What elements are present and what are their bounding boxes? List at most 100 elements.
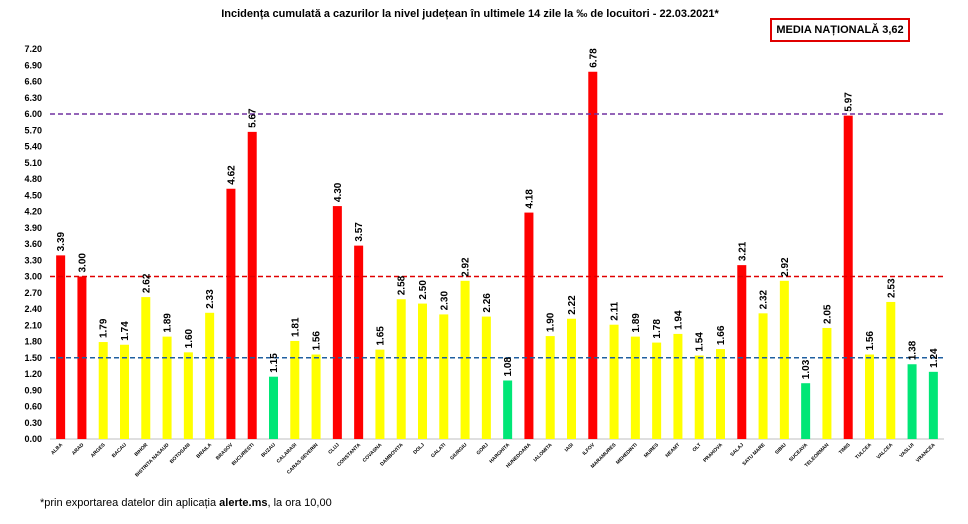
y-tick-label: 2.70: [24, 288, 42, 298]
x-tick-label: GALATI: [430, 442, 448, 460]
x-tick-label: VASLUI: [899, 442, 916, 459]
x-tick-label: BOTOSANI: [169, 442, 192, 465]
data-label: 1.08: [503, 357, 514, 377]
bar: [928, 371, 938, 439]
data-label: 2.32: [759, 289, 770, 309]
y-tick-label: 1.20: [24, 369, 42, 379]
data-label: 3.39: [56, 231, 67, 251]
footnote-prefix: *prin exportarea datelor din aplicația: [40, 497, 220, 509]
x-tick-label: VRANCEA: [915, 442, 937, 464]
data-label: 2.92: [461, 257, 472, 277]
data-label: 2.62: [141, 273, 152, 293]
bar: [205, 312, 215, 439]
data-label: 2.11: [610, 301, 621, 320]
bar: [290, 340, 300, 439]
bar: [737, 265, 747, 439]
bar: [77, 276, 87, 439]
y-tick-label: 1.80: [24, 337, 42, 347]
x-tick-label: IASI: [564, 442, 576, 454]
bar: [56, 255, 66, 439]
x-tick-label: ARGES: [90, 442, 107, 459]
y-tick-label: 3.90: [24, 223, 42, 233]
x-tick-label: GIURGIU: [449, 442, 469, 462]
bar: [269, 376, 278, 439]
bar: [694, 355, 704, 439]
y-tick-label: 6.00: [24, 109, 42, 119]
bar: [588, 71, 598, 439]
x-tick-label: ALBA: [50, 442, 64, 456]
data-label: 3.21: [737, 241, 748, 261]
data-label: 2.33: [205, 289, 216, 309]
data-label: 4.18: [524, 189, 535, 209]
national-average-box: MEDIA NAȚIONALĂ 3,62: [770, 18, 910, 42]
data-label: 2.05: [822, 304, 833, 324]
chart-title: Incidența cumulată a cazurilor la nivel …: [221, 8, 719, 20]
data-label: 1.81: [290, 317, 301, 337]
bar: [801, 383, 811, 439]
data-label: 1.90: [546, 312, 557, 332]
bar: [503, 380, 513, 439]
y-tick-label: 3.60: [24, 239, 42, 249]
bar: [439, 314, 449, 439]
x-tick-label: NEAMT: [665, 442, 682, 459]
y-tick-label: 5.70: [24, 125, 42, 135]
x-tick-label: DOLJ: [412, 442, 426, 456]
bar: [226, 188, 236, 439]
y-tick-label: 2.40: [24, 304, 42, 314]
bar: [822, 327, 832, 439]
y-tick-label: 4.50: [24, 190, 42, 200]
bar: [779, 280, 789, 439]
x-tick-label: MURES: [643, 442, 660, 459]
bar: [183, 352, 193, 439]
data-label: 2.22: [567, 295, 578, 315]
bar: [98, 342, 108, 439]
bar: [396, 299, 406, 439]
x-tick-label: IALOMITA: [533, 442, 554, 463]
y-tick-label: 6.60: [24, 77, 42, 87]
footnote-suffix: , la ora 10,00: [267, 497, 332, 509]
data-label: 4.30: [333, 182, 344, 202]
bar: [418, 303, 427, 439]
data-label: 5.97: [844, 92, 855, 112]
data-label: 6.78: [588, 48, 599, 68]
x-tick-label: GORJ: [476, 442, 490, 456]
data-label: 2.58: [397, 275, 408, 295]
data-label: 1.38: [908, 340, 919, 360]
footnote: *prin exportarea datelor din aplicația a…: [40, 497, 332, 509]
data-label: 1.24: [929, 348, 940, 368]
data-label: 2.50: [418, 280, 429, 300]
data-label: 1.15: [269, 353, 280, 373]
x-tick-label: MEHEDINTI: [615, 442, 639, 466]
bar: [630, 336, 640, 439]
x-tick-label: BRAILA: [195, 442, 213, 460]
y-tick-label: 7.20: [24, 44, 42, 54]
x-tick-label: BUZAU: [260, 442, 277, 459]
data-label: 4.62: [226, 165, 237, 185]
data-label: 2.30: [439, 291, 450, 311]
x-tick-label: ILFOV: [582, 442, 597, 457]
bar: [332, 206, 342, 439]
bar: [716, 349, 725, 439]
bar: [141, 297, 151, 439]
x-tick-label: DAMBOVITA: [379, 442, 405, 468]
bar: [609, 324, 619, 439]
y-tick-label: 3.00: [24, 272, 42, 282]
y-tick-label: 0.00: [24, 434, 42, 444]
y-tick-label: 0.30: [24, 418, 42, 428]
x-tick-label: SIBIU: [774, 442, 788, 456]
x-tick-label: CLUJ: [327, 442, 341, 456]
y-tick-label: 6.30: [24, 93, 42, 103]
footnote-brand: alerte.ms: [219, 497, 268, 509]
x-tick-label: SATU MARE: [741, 442, 766, 467]
x-tick-label: PRAHOVA: [702, 442, 724, 464]
bar: [545, 336, 555, 439]
bar: [843, 115, 853, 439]
y-tick-label: 1.50: [24, 353, 42, 363]
y-tick-label: 6.90: [24, 60, 42, 70]
bar: [673, 333, 683, 439]
bar: [481, 316, 491, 439]
x-tick-label: OLT: [692, 442, 703, 453]
data-label: 1.94: [673, 310, 684, 330]
x-tick-label: BACAU: [111, 442, 128, 459]
data-label: 2.92: [780, 257, 791, 277]
